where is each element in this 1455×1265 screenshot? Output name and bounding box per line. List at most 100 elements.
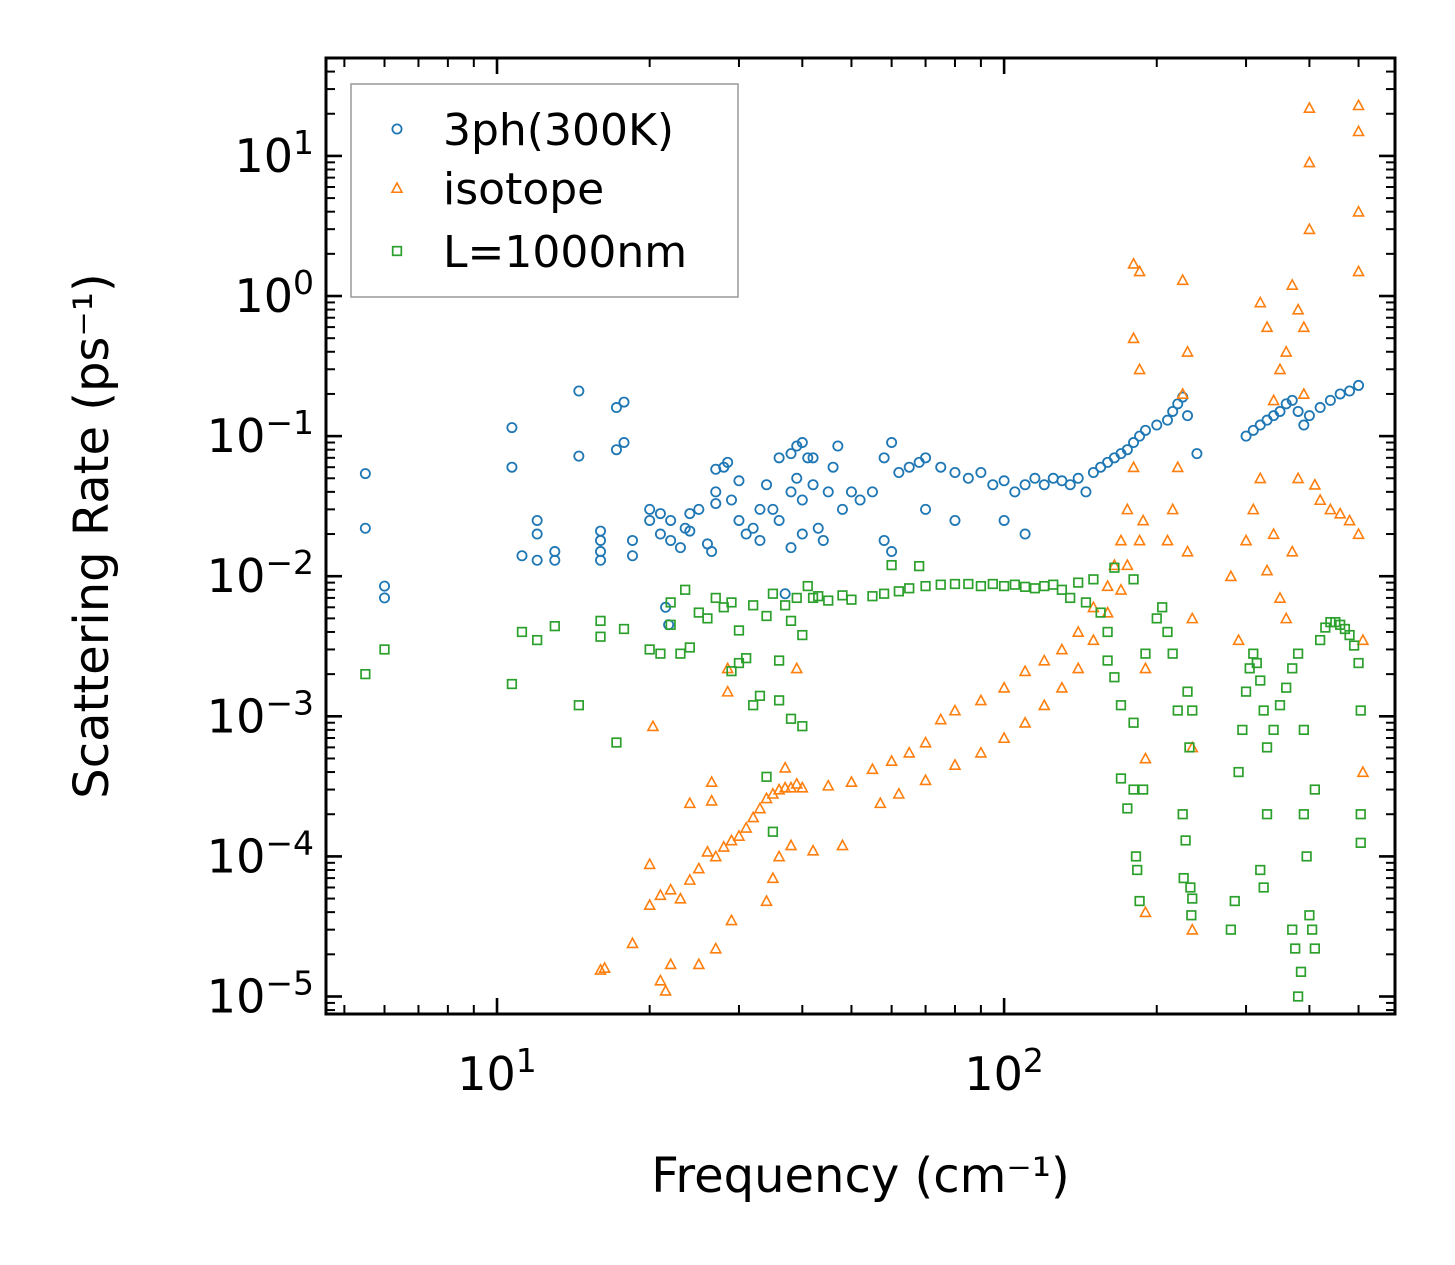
data-point bbox=[1291, 302, 1305, 315]
data-point bbox=[1121, 558, 1134, 571]
data-point bbox=[886, 559, 897, 571]
plot-frame bbox=[324, 56, 1397, 1016]
data-point bbox=[1309, 784, 1320, 795]
legend-marker-square bbox=[391, 245, 403, 257]
data-point bbox=[1292, 991, 1304, 1002]
data-point bbox=[683, 873, 697, 885]
data-point bbox=[733, 514, 745, 526]
data-point bbox=[717, 840, 731, 852]
data-point bbox=[1253, 295, 1267, 308]
data-point bbox=[1037, 653, 1051, 666]
data-point bbox=[1352, 98, 1365, 111]
data-point bbox=[1101, 579, 1114, 592]
data-point bbox=[948, 758, 962, 770]
data-point bbox=[807, 592, 819, 604]
data-point bbox=[709, 849, 723, 862]
data-point bbox=[919, 735, 932, 748]
data-point bbox=[948, 703, 962, 716]
data-point bbox=[1178, 872, 1189, 884]
data-point bbox=[549, 621, 560, 632]
series-3ph(300K) bbox=[359, 379, 1365, 631]
data-point bbox=[1019, 581, 1031, 592]
data-point bbox=[1055, 681, 1069, 693]
y-tick-label: 10−4 bbox=[207, 823, 314, 883]
data-point bbox=[795, 780, 809, 793]
data-point bbox=[1301, 851, 1312, 862]
data-point bbox=[892, 787, 906, 799]
data-point bbox=[1306, 924, 1318, 935]
data-point bbox=[1239, 533, 1253, 546]
data-point bbox=[1261, 742, 1273, 753]
data-point bbox=[531, 514, 543, 526]
data-point bbox=[1167, 648, 1178, 659]
data-point bbox=[802, 580, 813, 592]
data-point bbox=[1187, 893, 1198, 904]
data-point bbox=[1139, 661, 1152, 674]
data-point bbox=[785, 448, 797, 460]
data-point bbox=[1285, 544, 1299, 557]
data-point bbox=[726, 597, 737, 608]
axes-layer: 101 102 10−5 10−4 10−3 10−2 10−1 100 101 bbox=[207, 56, 1397, 1101]
data-point bbox=[773, 695, 785, 706]
data-point bbox=[1291, 471, 1305, 484]
data-point bbox=[790, 777, 804, 789]
data-point bbox=[1309, 943, 1320, 954]
data-point bbox=[1187, 705, 1198, 716]
y-tick-label: 10−2 bbox=[207, 543, 314, 603]
data-point bbox=[873, 796, 887, 809]
legend: 3ph(300K) isotope L=1000nm bbox=[350, 83, 739, 298]
data-point bbox=[692, 957, 706, 970]
data-point bbox=[531, 528, 543, 540]
data-point bbox=[1065, 592, 1076, 604]
data-layer bbox=[359, 98, 1370, 1002]
data-point bbox=[1313, 493, 1327, 506]
data-point bbox=[772, 849, 786, 862]
legend-box bbox=[350, 83, 739, 298]
data-point bbox=[920, 452, 932, 464]
data-point bbox=[963, 578, 974, 590]
data-point bbox=[1233, 766, 1244, 778]
data-point bbox=[754, 503, 766, 515]
data-point bbox=[693, 503, 705, 515]
data-point bbox=[779, 588, 791, 600]
data-point bbox=[644, 644, 655, 655]
data-point bbox=[1353, 657, 1364, 669]
data-point bbox=[1181, 345, 1194, 357]
data-point bbox=[1246, 502, 1260, 515]
data-point bbox=[1018, 664, 1032, 677]
data-point bbox=[1009, 579, 1021, 590]
data-point bbox=[1355, 705, 1366, 716]
data-point bbox=[817, 534, 829, 546]
data-point bbox=[813, 591, 824, 602]
data-point bbox=[1297, 320, 1311, 333]
data-point bbox=[846, 594, 857, 605]
data-point bbox=[854, 494, 866, 506]
data-point bbox=[1343, 513, 1356, 526]
data-point bbox=[674, 542, 686, 554]
y-tick-label: 10−3 bbox=[207, 683, 314, 743]
data-point bbox=[1267, 527, 1280, 540]
data-point bbox=[778, 760, 792, 773]
data-point bbox=[1177, 809, 1188, 820]
data-point bbox=[709, 941, 723, 954]
data-point bbox=[359, 522, 371, 534]
data-point bbox=[705, 775, 718, 787]
data-point bbox=[1128, 784, 1139, 795]
data-point bbox=[1180, 835, 1191, 846]
data-point bbox=[836, 503, 848, 515]
data-point bbox=[733, 475, 745, 487]
data-point bbox=[741, 653, 752, 664]
data-point bbox=[753, 801, 767, 814]
data-point bbox=[702, 613, 713, 624]
data-point bbox=[1072, 472, 1084, 484]
data-point bbox=[1352, 204, 1365, 217]
data-point bbox=[618, 623, 630, 635]
data-point bbox=[920, 503, 932, 515]
data-point bbox=[796, 437, 808, 449]
data-point bbox=[710, 486, 722, 498]
data-point bbox=[359, 468, 371, 480]
data-point bbox=[595, 631, 606, 642]
data-point bbox=[664, 957, 677, 970]
data-point bbox=[654, 888, 667, 901]
data-point bbox=[1314, 402, 1326, 414]
